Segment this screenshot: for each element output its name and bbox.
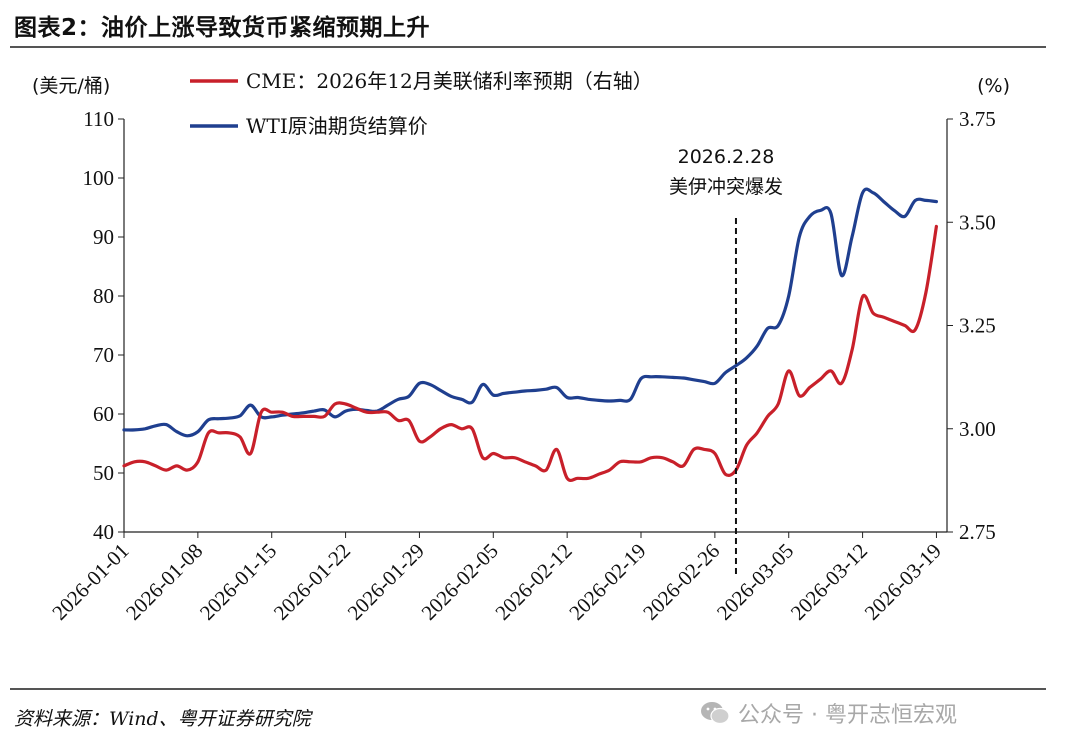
axes: 40 50 60 70 80 90 100 110 2.75 3.00 3.25 3.50 3.75 20… <box>32 75 1010 625</box>
legend-entry: CME：2026年12月美联储利率预期（右轴） <box>246 69 653 93</box>
footer-divider <box>10 688 1046 690</box>
left-tick-label: 60 <box>93 402 114 426</box>
watermark-text: 公众号 · 粤开志恒宏观 <box>738 703 957 728</box>
wechat-icon <box>701 702 730 725</box>
left-tick-label: 80 <box>93 284 114 308</box>
left-tick-label: 50 <box>93 461 114 485</box>
right-tick-label: 3.25 <box>959 314 996 338</box>
x-tick-label: 2026-01-22 <box>269 539 355 625</box>
legend-entry: WTI原油期货结算价 <box>246 114 428 138</box>
right-tick-label: 2.75 <box>959 520 996 544</box>
left-tick-label: 90 <box>93 225 114 249</box>
right-tick-label: 3.75 <box>959 107 996 131</box>
cme-rate-expectation-line <box>122 224 938 483</box>
x-tick-label: 2026-01-29 <box>343 539 429 625</box>
right-tick-label: 3.00 <box>959 417 996 441</box>
x-tick-label: 2026-01-08 <box>121 539 207 625</box>
event-description-label: 美伊冲突爆发 <box>669 176 783 198</box>
left-axis-label: (美元/桶) <box>32 75 110 97</box>
wti-price-line <box>122 187 938 438</box>
x-tick-label: 2026-03-19 <box>860 539 946 625</box>
x-tick-label: 2026-02-26 <box>638 539 724 625</box>
right-axis-label: (%) <box>977 75 1010 97</box>
x-tick-label: 2026-01-01 <box>47 539 133 625</box>
x-tick-label: 2026-02-05 <box>417 539 503 625</box>
title-divider <box>10 46 1046 48</box>
event-date-label: 2026.2.28 <box>678 146 775 168</box>
x-tick-label: 2026-03-12 <box>786 539 872 625</box>
x-tick-label: 2026-01-15 <box>195 539 281 625</box>
legend: CME：2026年12月美联储利率预期（右轴） WTI原油期货结算价 <box>190 69 653 138</box>
right-tick-label: 3.50 <box>959 210 996 234</box>
figure-title: 图表2：油价上涨导致货币紧缩预期上升 <box>14 15 431 41</box>
left-tick-label: 110 <box>83 107 114 131</box>
x-tick-label: 2026-02-19 <box>564 539 650 625</box>
left-tick-label: 70 <box>93 343 114 367</box>
annotation-group: 2026.2.28 美伊冲突爆发 <box>669 146 783 578</box>
series-group <box>122 187 938 483</box>
x-tick-label: 2026-02-12 <box>490 539 576 625</box>
left-tick-label: 40 <box>93 520 114 544</box>
x-tick-label: 2026-03-05 <box>712 539 798 625</box>
watermark: 公众号 · 粤开志恒宏观 <box>700 697 957 729</box>
left-tick-label: 100 <box>83 166 115 190</box>
source-note: 资料来源：Wind、粤开证券研究院 <box>14 708 311 730</box>
